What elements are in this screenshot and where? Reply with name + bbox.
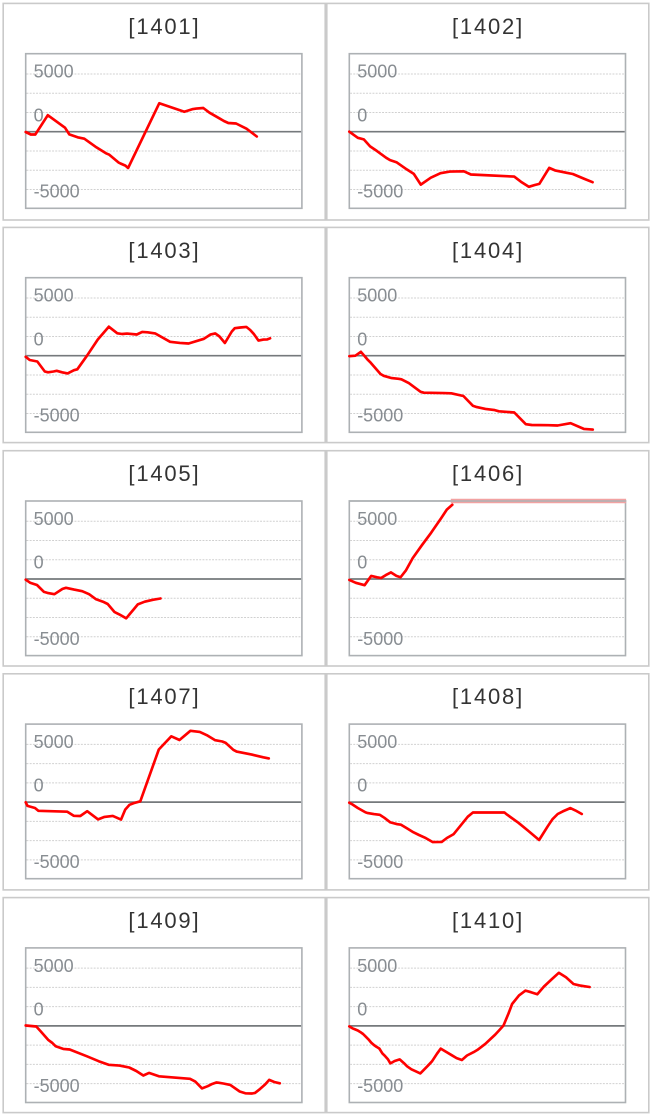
svg-text:5000: 5000 xyxy=(34,62,74,82)
svg-text:[1405]: [1405] xyxy=(128,461,200,486)
svg-text:[1401]: [1401] xyxy=(128,14,200,39)
svg-text:0: 0 xyxy=(357,776,367,796)
svg-text:[1402]: [1402] xyxy=(452,14,524,39)
svg-text:0: 0 xyxy=(34,776,44,796)
svg-text:5000: 5000 xyxy=(34,956,74,976)
svg-text:-5000: -5000 xyxy=(34,852,80,872)
svg-text:[1410]: [1410] xyxy=(452,908,524,933)
svg-text:-5000: -5000 xyxy=(357,406,403,426)
svg-text:0: 0 xyxy=(357,1000,367,1020)
svg-text:[1403]: [1403] xyxy=(128,238,200,263)
svg-text:-5000: -5000 xyxy=(357,852,403,872)
svg-text:5000: 5000 xyxy=(34,286,74,306)
svg-text:5000: 5000 xyxy=(34,732,74,752)
svg-text:-5000: -5000 xyxy=(357,182,403,202)
svg-text:5000: 5000 xyxy=(357,509,397,529)
svg-text:0: 0 xyxy=(34,1000,44,1020)
svg-text:[1409]: [1409] xyxy=(128,908,200,933)
svg-text:[1408]: [1408] xyxy=(452,684,524,709)
svg-text:5000: 5000 xyxy=(357,286,397,306)
svg-text:0: 0 xyxy=(357,105,367,125)
svg-text:-5000: -5000 xyxy=(34,182,80,202)
svg-text:-5000: -5000 xyxy=(34,629,80,649)
svg-text:5000: 5000 xyxy=(34,509,74,529)
svg-text:[1404]: [1404] xyxy=(452,238,524,263)
svg-text:0: 0 xyxy=(357,329,367,349)
svg-text:0: 0 xyxy=(357,553,367,573)
svg-text:0: 0 xyxy=(34,329,44,349)
svg-text:5000: 5000 xyxy=(357,62,397,82)
svg-text:-5000: -5000 xyxy=(34,406,80,426)
svg-text:5000: 5000 xyxy=(357,732,397,752)
svg-text:-5000: -5000 xyxy=(357,1076,403,1096)
svg-text:-5000: -5000 xyxy=(34,1076,80,1096)
svg-text:-5000: -5000 xyxy=(357,629,403,649)
svg-text:0: 0 xyxy=(34,553,44,573)
svg-text:[1406]: [1406] xyxy=(452,461,524,486)
svg-text:[1407]: [1407] xyxy=(128,684,200,709)
svg-text:0: 0 xyxy=(34,105,44,125)
svg-text:5000: 5000 xyxy=(357,956,397,976)
